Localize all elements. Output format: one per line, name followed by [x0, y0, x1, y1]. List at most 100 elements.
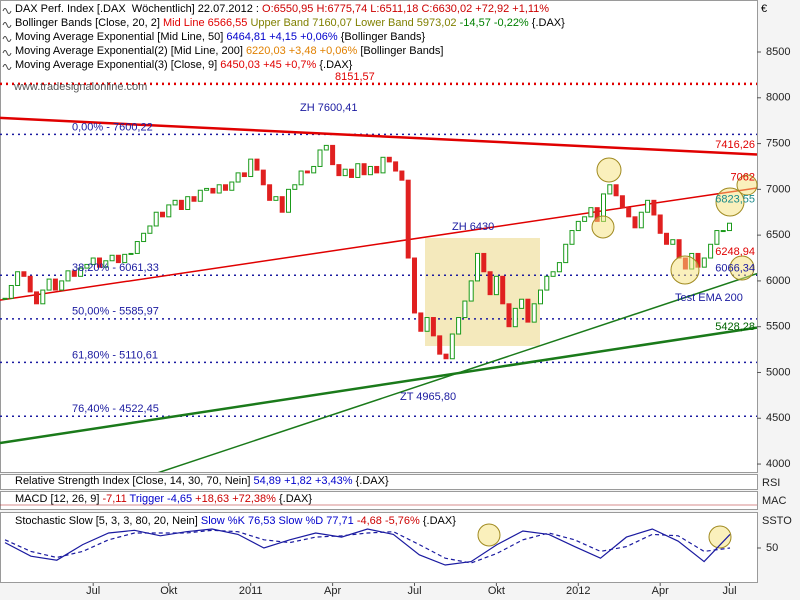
candle [185, 196, 191, 210]
header-line: Moving Average Exponential(2) [Mid Line,… [15, 45, 443, 57]
header-part: Moving Average Exponential(2) [Mid Line,… [15, 45, 246, 57]
candle [475, 252, 480, 282]
candle [525, 298, 531, 323]
candle [8, 284, 14, 299]
panel-label: MAC [762, 495, 787, 507]
candle [575, 220, 581, 232]
candle [235, 172, 241, 183]
main-panel [0, 0, 758, 473]
trendline [0, 187, 757, 301]
candle [405, 179, 411, 259]
candle [468, 280, 474, 302]
candle [84, 263, 90, 269]
candle [97, 257, 102, 268]
candle [2, 297, 8, 300]
candle [462, 300, 468, 319]
candle [134, 241, 140, 254]
candle [323, 144, 329, 151]
candle [286, 188, 291, 213]
x-tick-label: Jul [407, 585, 421, 597]
candle [714, 230, 720, 245]
level-label: 8151,57 [335, 71, 375, 83]
candle [141, 232, 147, 243]
stochastic-line [4, 528, 731, 566]
candle [15, 271, 21, 286]
panel-label: RSI [762, 477, 780, 489]
header-line: Relative Strength Index [Close, 14, 30, … [15, 475, 389, 487]
header-part: -4,68 -5,76% [354, 515, 420, 527]
candle [147, 225, 153, 234]
candle [588, 207, 594, 218]
candle [538, 289, 543, 305]
candle [437, 335, 443, 355]
candle [626, 207, 632, 218]
annotation: ZT 4965,80 [400, 391, 456, 403]
candle [676, 239, 682, 259]
highlight-circle [729, 255, 755, 281]
candle [544, 275, 550, 291]
header-line: MACD [12, 26, 9] -7,11 Trigger -4,65 +18… [15, 493, 312, 505]
candle [267, 184, 273, 201]
level-label: 0,00% - 7600,22 [72, 121, 153, 133]
highlight-circle [596, 157, 622, 183]
candle [449, 333, 455, 360]
header-line: Moving Average Exponential(3) [Close, 9]… [15, 59, 353, 71]
candle [40, 289, 46, 305]
right-label: 7062 [731, 172, 755, 184]
candle [229, 181, 235, 191]
y-tick-label: 6000 [766, 275, 790, 287]
candle [569, 230, 575, 245]
level-label: 76,40% - 4522,45 [72, 403, 159, 415]
header-icon [2, 36, 12, 42]
candle [115, 254, 121, 264]
header-part: 6464,81 +4,15 +0,06% [226, 31, 338, 43]
trendline [0, 116, 757, 156]
header-part: -14,57 -0,22% [457, 17, 529, 29]
candle [512, 307, 518, 328]
watermark: www.tradesignalonline.com [13, 81, 147, 93]
candle [260, 169, 266, 186]
candle [393, 161, 399, 172]
header-part: Mid Line 6566,55 [163, 17, 247, 29]
highlights [477, 157, 758, 549]
header-icon [2, 64, 12, 70]
candle [90, 257, 96, 265]
y-tick-label: 5500 [766, 321, 790, 333]
candle [273, 196, 279, 201]
header-part: {.DAX} [316, 59, 352, 71]
candle [336, 164, 342, 177]
header-icon [2, 50, 12, 56]
candle [122, 253, 128, 264]
candle [204, 187, 210, 191]
candle [500, 275, 506, 305]
candle [279, 196, 285, 213]
candle [46, 278, 52, 291]
candle [632, 216, 638, 229]
candle [582, 216, 588, 222]
header-part: O:6550,95 H:6775,74 L:6511,18 C:6630,02 … [262, 3, 549, 15]
candle [355, 163, 361, 178]
y-tick-label: 8000 [766, 92, 790, 104]
header-part: 6220,03 +3,48 +0,06% [246, 45, 358, 57]
annotation: ZH 7600,41 [300, 102, 357, 114]
header-part: Bollinger Bands [Close, 20, 2] [15, 17, 163, 29]
candle [103, 260, 109, 268]
header-part: Trigger -4,65 [127, 493, 192, 505]
rsi-panel [0, 474, 758, 490]
header-icon [2, 22, 12, 28]
candle [210, 187, 216, 194]
x-tick-label: Apr [652, 585, 669, 597]
candle [292, 184, 298, 190]
trendline [157, 272, 757, 472]
header-part: Slow %K 76,53 [201, 515, 276, 527]
candle [708, 243, 714, 259]
candle [386, 156, 392, 163]
x-tick-label: Okt [160, 585, 177, 597]
header-part: DAX Perf. Index [.DAX Wöchentlich] 22.07… [15, 3, 262, 15]
candle [21, 271, 27, 277]
candle [638, 211, 644, 229]
candle [493, 275, 499, 296]
candle [506, 303, 512, 328]
y-tick-label: 8500 [766, 46, 790, 58]
